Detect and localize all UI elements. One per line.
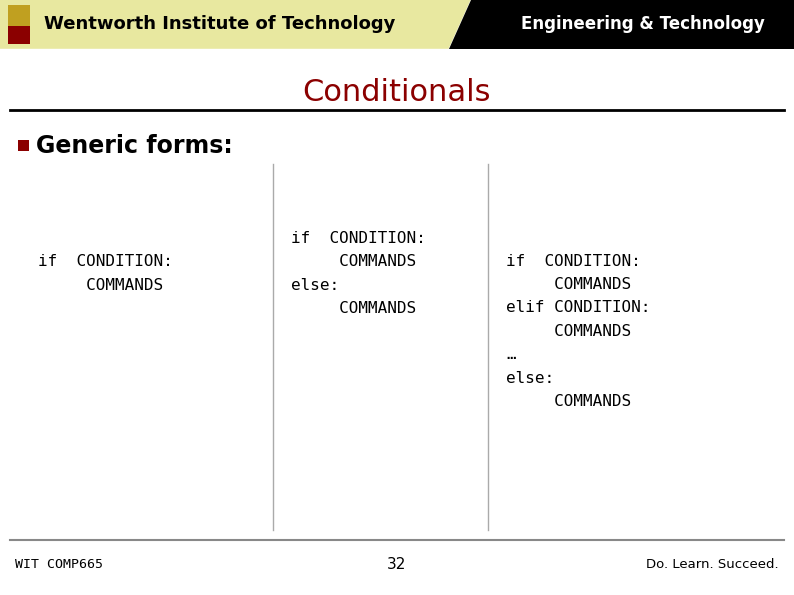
- Text: Generic forms:: Generic forms:: [36, 134, 233, 158]
- Polygon shape: [0, 0, 471, 49]
- Text: if  CONDITION:
     COMMANDS: if CONDITION: COMMANDS: [38, 255, 173, 293]
- Text: 32: 32: [387, 556, 407, 572]
- Text: WIT COMP665: WIT COMP665: [15, 558, 103, 571]
- FancyBboxPatch shape: [18, 140, 29, 151]
- FancyBboxPatch shape: [8, 26, 30, 44]
- Text: Engineering & Technology: Engineering & Technology: [521, 15, 765, 33]
- FancyBboxPatch shape: [8, 5, 30, 44]
- Polygon shape: [449, 0, 794, 49]
- Text: if  CONDITION:
     COMMANDS
elif CONDITION:
     COMMANDS
…
else:
     COMMANDS: if CONDITION: COMMANDS elif CONDITION: C…: [506, 253, 650, 409]
- Text: Conditionals: Conditionals: [303, 78, 491, 107]
- Text: Do. Learn. Succeed.: Do. Learn. Succeed.: [646, 558, 779, 571]
- Text: Wentworth Institute of Technology: Wentworth Institute of Technology: [44, 15, 395, 33]
- Text: if  CONDITION:
     COMMANDS
else:
     COMMANDS: if CONDITION: COMMANDS else: COMMANDS: [291, 231, 426, 317]
